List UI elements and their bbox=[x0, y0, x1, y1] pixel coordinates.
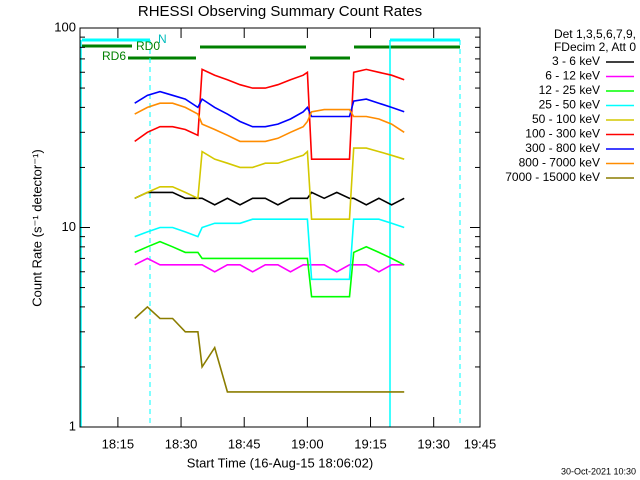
annotation: RD6 bbox=[102, 49, 126, 63]
y-axis-label: Count Rate (s⁻¹ detector⁻¹) bbox=[29, 149, 44, 307]
annotation: N bbox=[158, 32, 167, 46]
series-line bbox=[134, 257, 405, 273]
series-line bbox=[134, 240, 405, 298]
series-line bbox=[134, 147, 405, 220]
legend-label: 25 - 50 keV bbox=[539, 98, 600, 112]
series-line bbox=[134, 191, 405, 206]
y-tick-label: 1 bbox=[69, 418, 76, 433]
legend-label: 7000 - 15000 keV bbox=[505, 170, 600, 184]
series-line bbox=[134, 305, 405, 393]
legend-label: 6 - 12 keV bbox=[545, 69, 600, 83]
x-axis-label: Start Time (16-Aug-15 18:06:02) bbox=[187, 455, 373, 470]
annotation: RD0 bbox=[136, 39, 160, 53]
series-line bbox=[134, 102, 405, 143]
footer: 30-Oct-2021 10:30 bbox=[561, 466, 636, 476]
legend-header: FDecim 2, Att 0 bbox=[554, 40, 636, 54]
x-tick-label: 18:45 bbox=[228, 436, 261, 451]
legend-label: 12 - 25 keV bbox=[539, 83, 600, 97]
legend-label: 50 - 100 keV bbox=[532, 112, 600, 126]
state-bars bbox=[80, 38, 461, 427]
chart-title: RHESSI Observing Summary Count Rates bbox=[138, 3, 422, 20]
legend-label: 800 - 7000 keV bbox=[519, 156, 600, 170]
x-tick-label: 18:15 bbox=[102, 436, 135, 451]
legend-label: 300 - 800 keV bbox=[525, 141, 600, 155]
x-tick-label: 19:45 bbox=[464, 436, 497, 451]
series-line bbox=[134, 68, 405, 160]
x-tick-label: 19:15 bbox=[354, 436, 387, 451]
y-tick-label: 100 bbox=[54, 19, 76, 34]
series-line bbox=[134, 90, 405, 128]
legend-header: Det 1,3,5,6,7,9, bbox=[554, 27, 636, 41]
x-tick-label: 18:30 bbox=[165, 436, 198, 451]
x-tick-label: 19:00 bbox=[291, 436, 324, 451]
x-tick-label: 19:30 bbox=[417, 436, 450, 451]
series-line bbox=[134, 218, 405, 281]
y-tick-label: 10 bbox=[62, 219, 76, 234]
legend-label: 100 - 300 keV bbox=[525, 127, 600, 141]
legend-label: 3 - 6 keV bbox=[552, 54, 600, 68]
